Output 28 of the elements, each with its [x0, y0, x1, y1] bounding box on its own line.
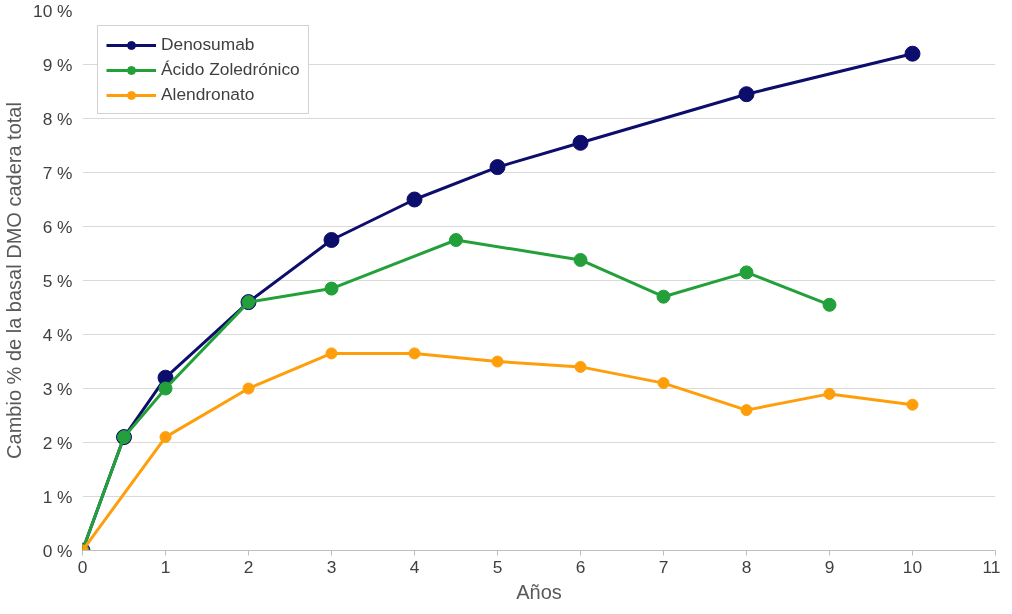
x-tick-label: 1 [160, 556, 171, 577]
legend-label: Alendronato [161, 84, 255, 105]
y-tick-label: 5 % [42, 270, 73, 291]
legend-label: Ácido Zoledrónico [161, 59, 300, 80]
x-tick-label: 3 [326, 556, 337, 577]
x-tick-label: 9 [824, 556, 835, 577]
legend-label: Denosumab [161, 34, 255, 55]
y-tick-label: 0 % [42, 540, 73, 561]
y-tick-label: 10 % [33, 0, 73, 21]
x-tick-label: 7 [658, 556, 669, 577]
y-tick-label: 9 % [42, 54, 73, 75]
x-tick-label: 5 [492, 556, 503, 577]
x-tick-label: 6 [575, 556, 586, 577]
y-tick-label: 4 % [42, 324, 73, 345]
x-axis-title: Años [516, 580, 562, 603]
x-tick-label: 10 [902, 556, 923, 577]
y-tick-label: 7 % [42, 162, 73, 183]
y-tick-label: 3 % [42, 378, 73, 399]
x-tick-label: 0 [77, 556, 88, 577]
x-tick-label: 11 [982, 556, 1001, 577]
y-tick-label: 1 % [42, 486, 73, 507]
y-axis-title: Cambio % de la basal DMO cadera total [3, 102, 25, 459]
x-tick-label: 4 [409, 556, 420, 577]
y-tick-label: 8 % [42, 108, 73, 129]
y-tick-label: 6 % [42, 216, 73, 237]
x-tick-label: 8 [741, 556, 752, 577]
x-tick-label: 2 [243, 556, 254, 577]
y-tick-label: 2 % [42, 432, 73, 453]
